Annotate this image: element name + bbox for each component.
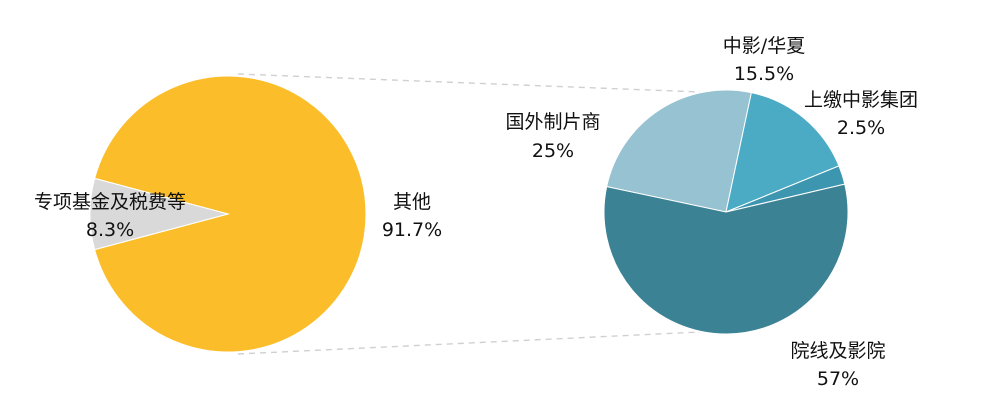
slice-china-film-huaxia xyxy=(725,92,840,213)
slice-label-theater-chains: 院线及影院 xyxy=(790,340,885,362)
slice-value-china-film-huaxia: 15.5% xyxy=(734,63,794,85)
slice-theater-chains xyxy=(603,183,849,335)
slice-label-foreign-producers: 国外制片商 xyxy=(505,111,600,133)
slice-label-special-fund-tax: 专项基金及税费等 xyxy=(34,191,186,213)
slice-label-china-film-huaxia: 中影/华夏 xyxy=(723,35,805,57)
slice-labels: 其他 91.7% 专项基金及税费等 8.3% 院线及影院 57% 国外制片商 2… xyxy=(34,35,918,390)
slice-foreign-producers xyxy=(606,89,752,213)
slice-label-other: 其他 xyxy=(393,191,431,213)
slice-value-other: 91.7% xyxy=(382,219,442,241)
breakout-pie xyxy=(603,89,849,335)
connector-line-bottom xyxy=(237,331,701,355)
connector-line-top xyxy=(237,73,701,93)
slice-label-china-film-group: 上缴中影集团 xyxy=(804,89,918,111)
slice-other xyxy=(94,75,367,353)
main-pie xyxy=(89,75,367,353)
slice-value-theater-chains: 57% xyxy=(817,368,859,390)
slice-value-foreign-producers: 25% xyxy=(532,140,574,162)
slice-value-china-film-group: 2.5% xyxy=(837,117,885,139)
slice-special-fund-tax xyxy=(89,177,230,251)
connector-lines xyxy=(237,73,701,355)
slice-value-special-fund-tax: 8.3% xyxy=(86,219,134,241)
